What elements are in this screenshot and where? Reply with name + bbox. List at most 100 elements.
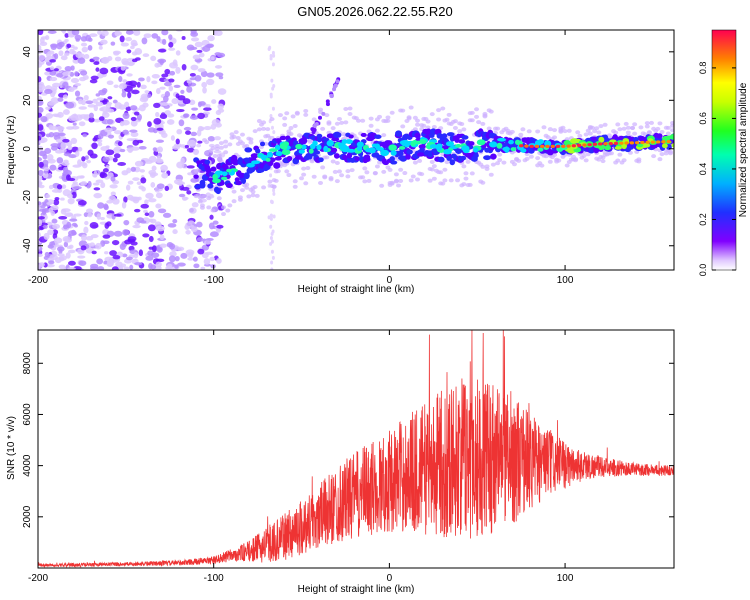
spectrogram-blob bbox=[339, 173, 345, 178]
spectrogram-blob bbox=[120, 65, 126, 71]
spectrogram-blob bbox=[206, 104, 211, 108]
spectrogram-blob bbox=[324, 155, 330, 160]
spectrogram-blob bbox=[552, 135, 558, 140]
spectrogram-blob bbox=[53, 237, 63, 244]
spectrogram-blob bbox=[118, 75, 123, 83]
spectrogram-blob bbox=[356, 141, 364, 148]
spectrogram-blob bbox=[66, 221, 72, 229]
spectrogram-blob bbox=[62, 166, 69, 173]
spectrogram-blob bbox=[345, 169, 351, 174]
spectrogram-blob bbox=[112, 198, 120, 205]
spectrogram-blob bbox=[603, 142, 608, 146]
spectrogram-blob bbox=[70, 113, 78, 121]
spectrogram-blob bbox=[68, 154, 77, 159]
spectrogram-blob bbox=[437, 156, 445, 163]
spectrogram-blob bbox=[100, 182, 106, 189]
spectrogram-blob bbox=[93, 192, 102, 199]
spectrogram-blob bbox=[608, 141, 613, 146]
spectrogram-blob bbox=[98, 45, 103, 50]
spectrogram-blob bbox=[155, 261, 162, 268]
spectrogram-blob bbox=[270, 199, 274, 204]
spectrogram-blob bbox=[175, 50, 181, 56]
spectrogram-blob bbox=[79, 161, 87, 167]
spectrogram-blob bbox=[390, 150, 397, 156]
spectrogram-blob bbox=[114, 31, 122, 36]
spectrogram-blob bbox=[250, 153, 259, 159]
spectrogram-blob bbox=[217, 103, 225, 110]
spectrogram-blob bbox=[292, 184, 298, 189]
spectrogram-blob bbox=[156, 127, 164, 131]
spectrogram-blob bbox=[243, 172, 250, 180]
spectrogram-blob bbox=[240, 141, 246, 146]
spectrogram-blob bbox=[621, 126, 627, 131]
spectrogram-blob bbox=[176, 108, 185, 113]
spectrogram-blob bbox=[61, 184, 67, 189]
spectrogram-blob bbox=[43, 232, 50, 240]
y-tick-label: -40 bbox=[22, 238, 33, 253]
x-tick-label: -100 bbox=[204, 573, 224, 584]
spectrogram-blob bbox=[670, 128, 674, 133]
spectrogram-blob bbox=[38, 226, 44, 231]
spectrogram-blob bbox=[221, 205, 227, 210]
spectrogram-blob bbox=[47, 101, 56, 106]
spectrogram-blob bbox=[248, 137, 254, 142]
spectrogram-blob bbox=[150, 55, 157, 62]
spectrogram-blob bbox=[244, 185, 250, 190]
spectrogram-blob bbox=[425, 119, 431, 124]
spectrogram-blob bbox=[140, 84, 147, 90]
y-tick-label: 0 bbox=[22, 146, 33, 152]
spectrogram-blob bbox=[372, 170, 378, 175]
spectrogram-blob bbox=[126, 73, 133, 77]
spectrogram-blob bbox=[121, 170, 129, 176]
spectrogram-blob bbox=[231, 199, 237, 204]
spectrogram-blob bbox=[86, 159, 91, 164]
spectrogram-blob bbox=[401, 140, 408, 147]
spectrogram-blob bbox=[175, 138, 180, 145]
spectrogram-blob bbox=[39, 37, 45, 44]
spectrogram-blob bbox=[84, 220, 89, 226]
spectrogram-blob bbox=[85, 100, 94, 105]
spectrogram-blob bbox=[125, 37, 133, 42]
spectrogram-blob bbox=[235, 180, 243, 186]
spectrogram-blob bbox=[168, 78, 175, 83]
x-tick-label: 100 bbox=[557, 573, 574, 584]
spectrogram-blob bbox=[119, 35, 125, 43]
spectrogram-blob bbox=[250, 193, 256, 198]
spectrogram-blob bbox=[389, 110, 395, 115]
spectrogram-blob bbox=[625, 125, 631, 130]
spectrogram-blob bbox=[400, 124, 406, 129]
spectrogram-blob bbox=[83, 94, 89, 101]
spectrogram-blob bbox=[418, 144, 426, 150]
spectrogram-blob bbox=[271, 62, 275, 67]
spectrogram-blob bbox=[670, 120, 674, 125]
spectrogram-blob bbox=[325, 99, 330, 104]
spectrogram-blob bbox=[417, 158, 423, 163]
spectrogram-blob bbox=[126, 49, 132, 54]
spectrogram-blob bbox=[185, 229, 191, 235]
spectrogram-blob bbox=[61, 161, 70, 166]
spectrogram-blob bbox=[573, 158, 579, 163]
spectrogram-blob bbox=[490, 153, 497, 160]
spectrogram-blob bbox=[38, 54, 46, 62]
spectrogram-blob bbox=[621, 158, 627, 163]
spectrogram-blob bbox=[419, 147, 425, 153]
spectrogram-blob bbox=[587, 143, 592, 147]
spectrogram-blob bbox=[311, 130, 316, 135]
x-tick-label: 100 bbox=[557, 275, 574, 286]
spectrogram-blob bbox=[43, 167, 50, 172]
spectrogram-blob bbox=[168, 255, 176, 263]
spectrogram-blob bbox=[310, 143, 316, 150]
spectrogram-blob bbox=[96, 258, 104, 265]
spectrogram-blob bbox=[189, 72, 196, 77]
colorbar-tick-label: 0.4 bbox=[698, 163, 708, 176]
spectrogram-blob bbox=[130, 146, 140, 151]
spectrogram-blob bbox=[366, 178, 372, 183]
spectrogram-blob bbox=[292, 179, 298, 184]
spectrogram-blob bbox=[271, 50, 275, 55]
spectrogram-blob bbox=[581, 153, 587, 158]
spectrogram-blob bbox=[467, 182, 473, 187]
spectrogram-blob bbox=[81, 234, 87, 242]
spectrogram-blob bbox=[202, 45, 211, 52]
spectrogram-blob bbox=[67, 249, 76, 254]
spectrogram-blob bbox=[148, 235, 154, 243]
